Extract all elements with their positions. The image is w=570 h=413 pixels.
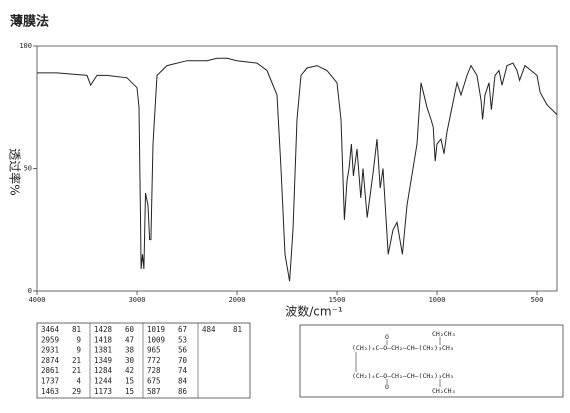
structure-label: CH₂CH₃ [432,387,455,395]
peak-wavenumber: 1019 [147,325,165,334]
spectrum-line [37,57,558,282]
chart-title: 薄膜法 [10,14,49,30]
peak-wavenumber: 2931 [41,346,59,355]
structure-label: O [385,383,389,391]
peak-intensity: 15 [125,387,134,396]
structure-label: O [385,333,389,341]
peak-wavenumber: 1463 [41,387,59,396]
peak-wavenumber: 728 [147,366,161,375]
peak-wavenumber: 675 [147,377,161,386]
peak-wavenumber: 1009 [147,335,165,344]
peak-wavenumber: 965 [147,346,161,355]
x-tick-label: 4000 [29,296,46,304]
peak-wavenumber: 1284 [94,366,113,375]
peak-intensity: 42 [125,366,134,375]
peak-intensity: 30 [125,356,135,365]
peak-intensity: 81 [72,325,81,334]
structure-label: (CH₂)₄C—O—CH₂—CH—(CH₂)₃CH₃ [352,372,454,380]
peak-wavenumber: 1173 [94,387,112,396]
peak-intensity: 9 [76,346,81,355]
peak-wavenumber: 1428 [94,325,113,334]
structure-frame [299,324,564,398]
peak-intensity: 21 [72,366,81,375]
peak-intensity: 86 [178,387,188,396]
structure-label: (CH₂)₄C—O—CH₂—CH—(CH₂)₃CH₃ [352,344,454,352]
peak-wavenumber: 2874 [41,356,60,365]
y-axis-label: 透过率% [8,148,23,195]
x-tick-label: 1000 [429,296,446,304]
peak-wavenumber: 587 [147,387,161,396]
x-axis-label: 波数/cm⁻¹ [285,304,343,319]
peak-wavenumber: 1244 [94,377,113,386]
x-tick-label: 2000 [229,296,246,304]
peak-wavenumber: 484 [202,325,216,334]
peak-intensity: 60 [125,325,135,334]
structure: O CH₂CH₃ (CH₂)₄C—O—CH₂—CH—(CH₂)₃CH₃ (CH₂… [299,324,564,398]
y-tick-label: 50 [24,165,32,173]
peak-wavenumber: 1418 [94,335,113,344]
plot-frame [36,45,558,292]
peak-intensity: 70 [178,356,188,365]
x-tick-label: 1500 [329,296,346,304]
peak-intensity: 47 [125,335,134,344]
peak-intensity: 53 [178,335,187,344]
peak-intensity: 38 [125,346,135,355]
peak-intensity: 4 [76,377,81,386]
y-tick-label: 100 [19,42,32,50]
x-tick-label: 500 [531,296,544,304]
peak-wavenumber: 2861 [41,366,59,375]
peak-wavenumber: 772 [147,356,161,365]
peak-intensity: 21 [72,356,81,365]
structure-label: CH₂CH₃ [432,330,455,338]
peak-wavenumber: 3464 [41,325,60,334]
peak-wavenumber: 1349 [94,356,112,365]
peak-intensity: 15 [125,377,134,386]
peak-intensity: 81 [233,325,242,334]
peak-intensity: 9 [76,335,81,344]
peak-wavenumber: 1737 [41,377,59,386]
peak-intensity: 56 [178,346,188,355]
peak-table: 3464 81 2959 9 2931 9 2874 21 2861 21 1737 4 1463 29 1… [36,322,251,399]
peak-wavenumber: 1381 [94,346,112,355]
peak-intensity: 74 [178,366,188,375]
peak-table-frame [36,322,251,399]
y-tick-label: 0 [28,287,32,295]
peak-intensity: 29 [72,387,81,396]
x-tick-label: 3000 [129,296,146,304]
peak-intensity: 84 [178,377,188,386]
peak-wavenumber: 2959 [41,335,59,344]
peak-intensity: 67 [178,325,187,334]
